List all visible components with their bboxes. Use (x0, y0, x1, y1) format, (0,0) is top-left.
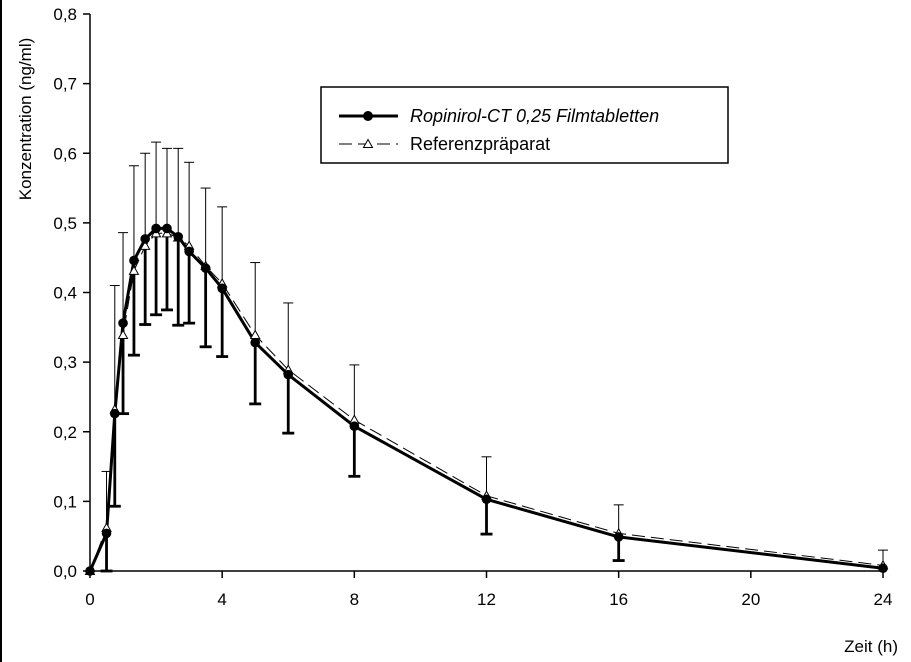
legend-marker-series-2 (362, 138, 374, 148)
data-point-series-2 (117, 329, 129, 339)
data-point-series-2 (139, 240, 151, 250)
data-point-series-1 (184, 246, 194, 257)
data-point-series-1 (283, 369, 294, 380)
series-markers (84, 223, 889, 576)
legend: Ropinirol-CT 0,25 Filmtabletten Referenz… (320, 86, 729, 164)
data-point-series-1 (200, 263, 211, 273)
y-tick-label: 0,8 (53, 5, 77, 24)
data-point-series-1 (140, 234, 150, 244)
x-tick-label: 4 (217, 590, 226, 609)
data-point-series-1 (109, 408, 120, 419)
y-tick-label: 0,4 (53, 284, 77, 303)
data-point-series-2 (128, 265, 140, 275)
error-bars (100, 141, 888, 573)
x-tick-label: 24 (874, 590, 893, 609)
legend-label-series-2: Referenzpräparat (410, 134, 550, 154)
x-axis-title: Zeit (h) (844, 637, 898, 656)
data-point-series-1 (151, 223, 161, 234)
data-point-series-1 (613, 532, 624, 542)
series-line-2 (89, 232, 884, 572)
data-point-series-1 (85, 566, 95, 576)
x-tick-label: 8 (350, 590, 359, 609)
x-tick-label: 16 (609, 590, 628, 609)
y-tick-label: 0,6 (53, 144, 77, 163)
data-point-series-1 (118, 318, 128, 328)
legend-marker-series-1 (363, 111, 373, 121)
data-point-series-1 (481, 494, 492, 505)
y-tick-label: 0,2 (53, 423, 77, 442)
data-point-series-1 (129, 255, 139, 266)
data-point-series-1 (162, 223, 172, 234)
y-tick-label: 0,3 (53, 353, 77, 372)
y-tick-label: 0,5 (53, 214, 77, 233)
data-point-series-2 (249, 329, 261, 339)
legend-label-series-1: Ropinirol-CT 0,25 Filmtabletten (410, 106, 659, 126)
y-axis-title: Konzentration (ng/ml) (16, 38, 35, 201)
left-edge-border (0, 0, 2, 662)
data-point-series-1 (101, 528, 112, 539)
x-tick-label: 12 (477, 590, 496, 609)
data-point-series-1 (173, 232, 184, 242)
y-tick-label: 0,0 (53, 562, 77, 581)
legend-box (320, 86, 729, 164)
data-point-series-1 (349, 421, 360, 431)
y-axis-ticks: 0,0 0,1 0,2 0,3 0,4 0,5 0,6 0,7 0,8 (53, 5, 90, 581)
x-tick-label: 20 (741, 590, 760, 609)
data-point-series-1 (250, 337, 261, 348)
y-tick-label: 0,7 (53, 75, 77, 94)
data-point-series-1 (217, 283, 227, 294)
y-tick-label: 0,1 (53, 492, 77, 511)
x-tick-label: 0 (85, 590, 94, 609)
x-axis-ticks: 0 4 8 12 16 20 24 (85, 571, 892, 609)
data-point-series-1 (878, 563, 888, 574)
